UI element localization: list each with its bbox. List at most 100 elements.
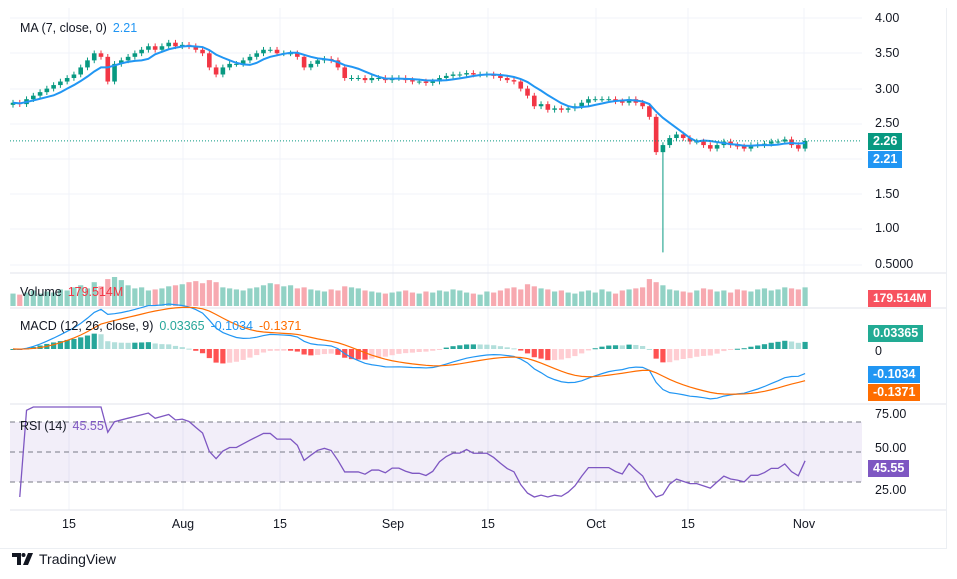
candle-body: [775, 141, 781, 143]
volume-bar: [84, 288, 91, 306]
macd-histogram-bar: [788, 341, 795, 349]
volume-tag: 179.514M: [868, 290, 932, 307]
candle-body: [376, 78, 381, 80]
volume-bar: [240, 290, 246, 306]
candle-body: [410, 80, 415, 82]
volume-bar: [274, 284, 280, 306]
price-tick: 2.50: [875, 116, 900, 130]
volume-bar: [30, 290, 36, 306]
candle-body: [44, 88, 50, 93]
macd-histogram-bar: [186, 348, 192, 350]
macd-histogram-bar: [403, 349, 409, 354]
macd-histogram-bar: [64, 339, 70, 349]
candle-body: [234, 63, 239, 65]
candle-body: [301, 56, 307, 68]
candle-body: [504, 78, 510, 81]
candle-body: [565, 108, 571, 110]
macd-legend: MACD (12, 26, close, 9) 0.03365 -0.1034 -0.…: [20, 319, 301, 333]
rsi-tick: 25.00: [875, 483, 907, 497]
candle-body: [125, 56, 131, 61]
candle-body: [416, 81, 422, 83]
macd-histogram-bar: [227, 349, 233, 363]
volume-bar: [782, 287, 788, 306]
volume-bar: [335, 290, 341, 306]
candle-body: [606, 99, 612, 101]
volume-bar: [626, 289, 632, 306]
volume-bar: [430, 292, 436, 306]
candle-body: [51, 85, 56, 89]
volume-bar: [680, 291, 686, 306]
volume-bar: [707, 289, 713, 306]
macd-histogram-bar: [484, 344, 490, 349]
macd-histogram-bar: [152, 343, 158, 349]
volume-bar: [315, 290, 321, 306]
volume-bar: [267, 283, 273, 306]
volume-bar: [281, 286, 287, 306]
tradingview-logo[interactable]: TradingView: [12, 551, 116, 567]
volume-bar: [125, 285, 131, 306]
macd-histogram-bar: [782, 340, 788, 349]
macd-histogram-bar: [633, 344, 639, 349]
macd-histogram-bar: [511, 348, 517, 350]
macd-histogram-bar: [98, 334, 104, 349]
volume-bar: [105, 279, 111, 306]
macd-histogram-bar: [741, 348, 747, 350]
macd-histogram-bar: [612, 345, 619, 349]
volume-bar: [694, 290, 700, 306]
macd-histogram-bar: [538, 349, 544, 359]
candle-body: [531, 95, 537, 107]
volume-bar: [660, 285, 666, 306]
price-tick: 1.50: [875, 187, 900, 201]
candle-body: [295, 53, 300, 57]
macd-histogram-bar: [700, 349, 707, 356]
volume-bar: [768, 290, 774, 306]
volume-bar: [802, 287, 808, 306]
volume-bar: [484, 291, 490, 306]
volume-bar: [118, 280, 124, 306]
macd-histogram-bar: [145, 342, 151, 349]
macd-histogram-bar: [714, 349, 720, 354]
candle-body: [152, 46, 158, 50]
volume-bar: [531, 286, 537, 306]
macd-histogram-bar: [491, 345, 497, 349]
macd-histogram-bar: [734, 348, 740, 350]
volume-bar: [396, 291, 402, 306]
macd-histogram-bar: [518, 349, 524, 351]
volume-bar: [247, 288, 253, 306]
macd-histogram-bar: [802, 341, 808, 349]
volume-bar: [369, 291, 375, 306]
candle-body: [471, 73, 476, 75]
candle-body: [647, 106, 652, 117]
macd-histogram-bar: [552, 349, 558, 361]
candle-body: [254, 53, 260, 57]
volume-bar: [348, 287, 355, 306]
macd-histogram-bar: [477, 344, 483, 349]
time-tick: Oct: [586, 517, 606, 531]
time-tick: Aug: [171, 517, 195, 531]
volume-bar: [721, 290, 727, 306]
volume-bar: [443, 291, 449, 306]
rsi-legend-value: 45.55: [72, 419, 104, 433]
candle-body: [579, 102, 584, 107]
macd-histogram-bar: [166, 344, 172, 349]
macd-histogram-bar: [694, 349, 700, 357]
macd-histogram-bar: [463, 344, 470, 349]
volume-legend: Volume 179.514M: [20, 285, 123, 299]
candle-body: [640, 102, 645, 107]
candle-body: [64, 78, 70, 82]
volume-bar: [186, 282, 192, 306]
macd-histogram-bar: [416, 349, 422, 353]
macd-histogram-bar: [240, 349, 246, 360]
candle-body: [559, 108, 564, 110]
volume-bar: [44, 291, 50, 306]
volume-bar: [646, 279, 652, 306]
candle-body: [802, 140, 808, 149]
volume-bar: [213, 282, 219, 306]
volume-bar: [166, 286, 172, 306]
volume-bar: [179, 284, 185, 306]
rsi-line: [19, 406, 806, 498]
macd-histogram-bar: [775, 341, 781, 349]
volume-bar: [206, 280, 212, 306]
volume-bar: [511, 287, 517, 306]
